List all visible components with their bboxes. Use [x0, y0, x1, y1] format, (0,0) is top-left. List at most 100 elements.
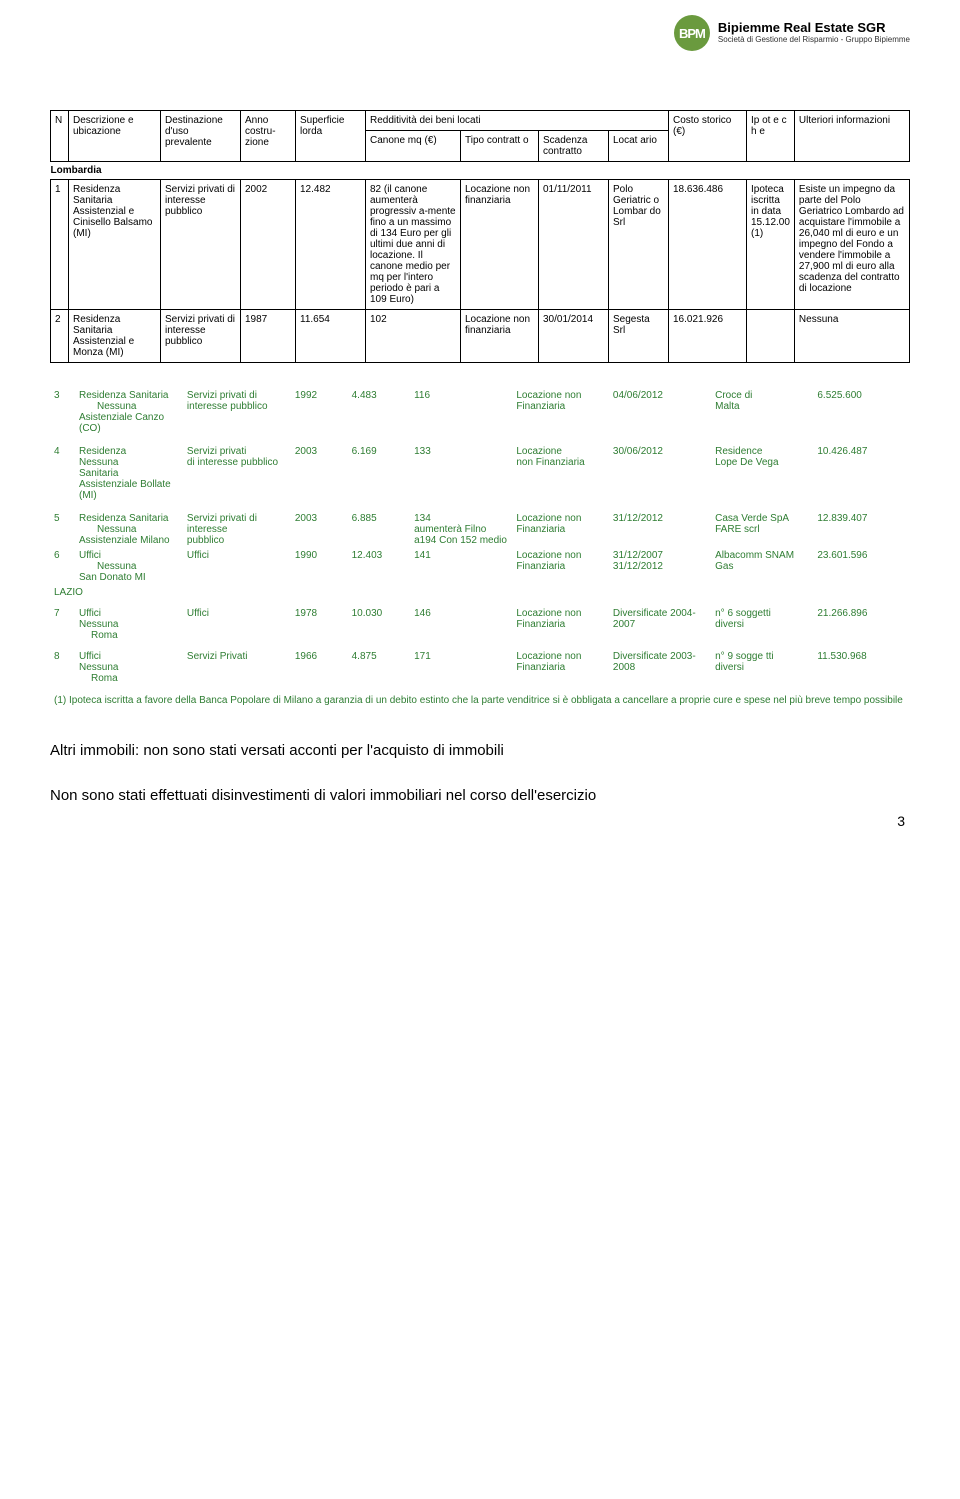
cell-superf: 4.483	[348, 388, 410, 436]
cell-n: 3	[50, 388, 75, 436]
cell-n: 5	[50, 511, 75, 548]
cell-superf: 12.482	[296, 180, 366, 310]
cell-scad: 31/12/2012	[609, 511, 711, 548]
cell-dest: Servizi privati di interessepubblico	[183, 511, 291, 548]
property-table: N Descrizione e ubicazione Destinazione …	[50, 110, 910, 363]
cell-costo: 16.021.926	[669, 310, 747, 363]
cell-locat: Segesta Srl	[609, 310, 669, 363]
continuation-table: 3 Residenza SanitariaNessunaAsistenziale…	[50, 388, 910, 686]
cell-costo: 18.636.486	[669, 180, 747, 310]
region-lazio: LAZIO	[50, 585, 910, 600]
cell-descr: UfficiNessunaSan Donato MI	[75, 548, 183, 585]
cell-ult: Esiste un impegno da parte del Polo Geri…	[794, 180, 909, 310]
cell-descr: UfficiNessunaRoma	[75, 606, 183, 643]
cell-tipo: Locazione non finanziaria	[461, 180, 539, 310]
cell-anno: 1990	[291, 548, 348, 585]
cell-locat: n° 6 soggettidiversi	[711, 606, 813, 643]
cell-scad: 01/11/2011	[539, 180, 609, 310]
cell-n: 7	[50, 606, 75, 643]
cell-dest: Servizi privati di interesse pubblico	[161, 180, 241, 310]
cell-canone: 102	[366, 310, 461, 363]
cell-descr: ResidenzaNessunaSanitaria Assistenziale …	[75, 444, 183, 503]
table-row: 5 Residenza SanitariaNessunaAssistenzial…	[50, 511, 910, 548]
cell-canone: 116	[410, 388, 512, 436]
cell-anno: 1992	[291, 388, 348, 436]
th-scad: Scadenza contratto	[539, 131, 609, 162]
cell-tipo: Locazione nonFinanziaria	[512, 649, 609, 686]
cell-costo: 11.530.968	[813, 649, 910, 686]
cell-locat: ResidenceLope De Vega	[711, 444, 813, 503]
cell-n: 4	[50, 444, 75, 503]
th-redd: Redditività dei beni locati	[366, 111, 669, 131]
region-lombardia: Lombardia	[51, 165, 102, 176]
th-locat: Locat ario	[609, 131, 669, 162]
cell-ipot	[747, 310, 795, 363]
closing-text-1: Altri immobili: non sono stati versati a…	[50, 742, 910, 759]
logo-title: Bipiemme Real Estate SGR	[718, 21, 910, 35]
table-row: 6 UfficiNessunaSan Donato MI Uffici 1990…	[50, 548, 910, 585]
cell-locat: n° 9 sogge ttidiversi	[711, 649, 813, 686]
cell-descr: UfficiNessunaRoma	[75, 649, 183, 686]
th-tipo: Tipo contratt o	[461, 131, 539, 162]
th-ipot: Ip ot e c h e	[747, 111, 795, 162]
cell-canone: 82 (il canone aumenterà progressiv a-men…	[366, 180, 461, 310]
table-row: 7 UfficiNessunaRoma Uffici 1978 10.030 1…	[50, 606, 910, 643]
cell-scad: 30/01/2014	[539, 310, 609, 363]
table-row: 2 Residenza Sanitaria Assistenzial e Mon…	[51, 310, 910, 363]
cell-descr: Residenza Sanitaria Assistenzial e Monza…	[69, 310, 161, 363]
table-row: 4 ResidenzaNessunaSanitaria Assistenzial…	[50, 444, 910, 503]
cell-canone: 146	[410, 606, 512, 643]
cell-tipo: Locazione nonFinanziaria	[512, 511, 609, 548]
cell-superf: 4.875	[348, 649, 410, 686]
cell-locat: Casa Verde SpAFARE scrl	[711, 511, 813, 548]
cell-costo: 10.426.487	[813, 444, 910, 503]
logo-subtitle: Società di Gestione del Risparmio - Grup…	[718, 36, 910, 45]
cell-tipo: Locazionenon Finanziaria	[512, 444, 609, 503]
cell-costo: 6.525.600	[813, 388, 910, 436]
th-anno: Anno costru-zione	[241, 111, 296, 162]
cell-superf: 11.654	[296, 310, 366, 363]
cell-locat: Croce diMalta	[711, 388, 813, 436]
cell-dest: Servizi Privati	[183, 649, 291, 686]
cell-tipo: Locazione nonFinanziaria	[512, 606, 609, 643]
cell-superf: 6.169	[348, 444, 410, 503]
cell-superf: 10.030	[348, 606, 410, 643]
th-ult: Ulteriori informazioni	[794, 111, 909, 162]
th-descr: Descrizione e ubicazione	[69, 111, 161, 162]
cell-canone: 133	[410, 444, 512, 503]
cell-anno: 2002	[241, 180, 296, 310]
cell-anno: 1978	[291, 606, 348, 643]
cell-scad: 31/12/2007 31/12/2012	[609, 548, 711, 585]
cell-locat: Polo Geriatric o Lombar do Srl	[609, 180, 669, 310]
cell-anno: 2003	[291, 444, 348, 503]
cell-n: 8	[50, 649, 75, 686]
cell-n: 6	[50, 548, 75, 585]
cell-scad: 04/06/2012	[609, 388, 711, 436]
page-number: 3	[897, 813, 905, 829]
cell-costo: 21.266.896	[813, 606, 910, 643]
cell-scad: 30/06/2012	[609, 444, 711, 503]
cell-descr: Residenza SanitariaNessunaAsistenziale C…	[75, 388, 183, 436]
cell-canone: 141	[410, 548, 512, 585]
cell-ult: Nessuna	[794, 310, 909, 363]
closing-text-2: Non sono stati effettuati disinvestiment…	[50, 787, 910, 804]
cell-costo: 23.601.596	[813, 548, 910, 585]
th-dest: Destinazione d'uso prevalente	[161, 111, 241, 162]
cell-dest: Servizi privati di interesse pubblico	[161, 310, 241, 363]
cell-scad: Diversificate 2003-2008	[609, 649, 711, 686]
logo-badge: BPM	[674, 15, 710, 51]
th-superf: Superficie lorda	[296, 111, 366, 162]
cell-dest: Servizi privati di interesse pubblico	[183, 388, 291, 436]
cell-superf: 6.885	[348, 511, 410, 548]
th-costo: Costo storico (€)	[669, 111, 747, 162]
footnote-1: (1) Ipoteca iscritta a favore della Banc…	[50, 694, 910, 707]
cell-tipo: Locazione nonFinanziaria	[512, 388, 609, 436]
cell-anno: 1966	[291, 649, 348, 686]
cell-tipo: Locazione non finanziaria	[461, 310, 539, 363]
cell-canone: 134aumenterà Filno a194 Con 152 medio	[410, 511, 512, 548]
th-n: N	[51, 111, 69, 162]
cell-tipo: Locazione nonFinanziaria	[512, 548, 609, 585]
cell-n: 1	[51, 180, 69, 310]
cell-scad: Diversificate 2004-2007	[609, 606, 711, 643]
cell-n: 2	[51, 310, 69, 363]
